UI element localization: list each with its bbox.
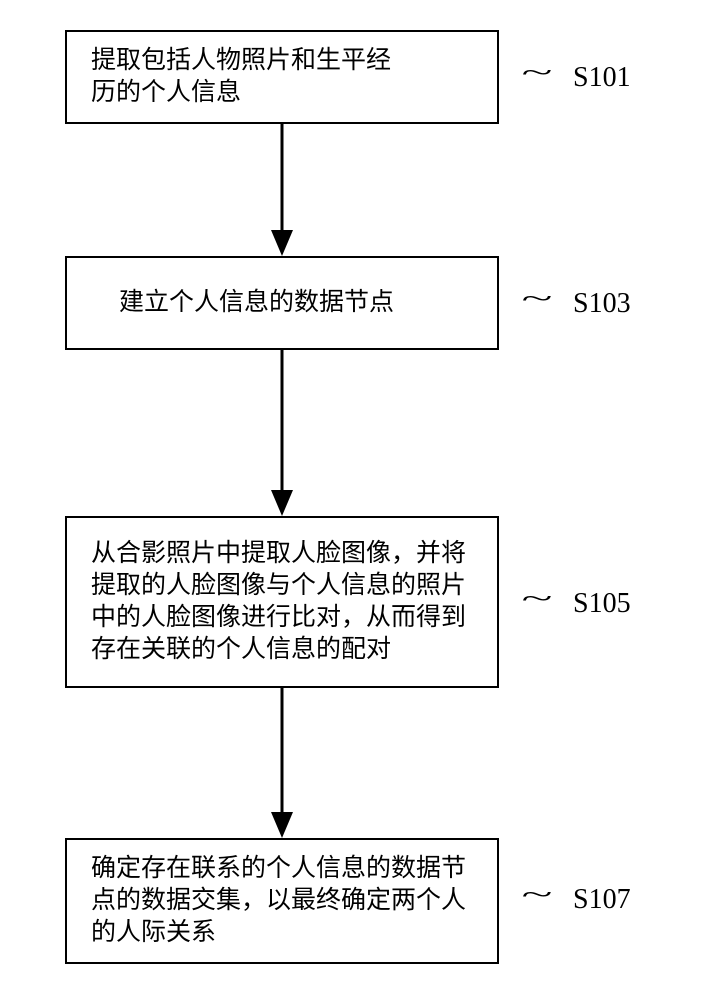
step-label-s103: S103 bbox=[573, 288, 631, 320]
connector-tilde: ~ bbox=[522, 58, 553, 88]
flow-step-s103: 建立个人信息的数据节点 bbox=[65, 256, 499, 350]
flow-step-text: 建立个人信息的数据节点 bbox=[67, 287, 394, 319]
flowchart-canvas: 提取包括人物照片和生平经 历的个人信息 ~ S101 建立个人信息的数据节点 ~ S103… bbox=[0, 0, 723, 1000]
flow-step-s107: 确定存在联系的个人信息的数据节 点的数据交集，以最终确定两个人 的人际关系 bbox=[65, 838, 499, 964]
flow-arrow bbox=[262, 688, 302, 838]
step-label-s101: S101 bbox=[573, 62, 631, 94]
flow-arrow bbox=[262, 350, 302, 516]
flow-step-s105: 从合影照片中提取人脸图像，并将 提取的人脸图像与个人信息的照片 中的人脸图像进行… bbox=[65, 516, 499, 688]
flow-step-text: 提取包括人物照片和生平经 历的个人信息 bbox=[67, 45, 391, 109]
flow-step-text: 从合影照片中提取人脸图像，并将 提取的人脸图像与个人信息的照片 中的人脸图像进行… bbox=[67, 538, 466, 666]
flow-step-s101: 提取包括人物照片和生平经 历的个人信息 bbox=[65, 30, 499, 124]
connector-tilde: ~ bbox=[522, 880, 553, 910]
flow-step-text: 确定存在联系的个人信息的数据节 点的数据交集，以最终确定两个人 的人际关系 bbox=[67, 853, 466, 949]
connector-tilde: ~ bbox=[522, 584, 553, 614]
step-label-s107: S107 bbox=[573, 884, 631, 916]
connector-tilde: ~ bbox=[522, 284, 553, 314]
step-label-s105: S105 bbox=[573, 588, 631, 620]
flow-arrow bbox=[262, 124, 302, 256]
